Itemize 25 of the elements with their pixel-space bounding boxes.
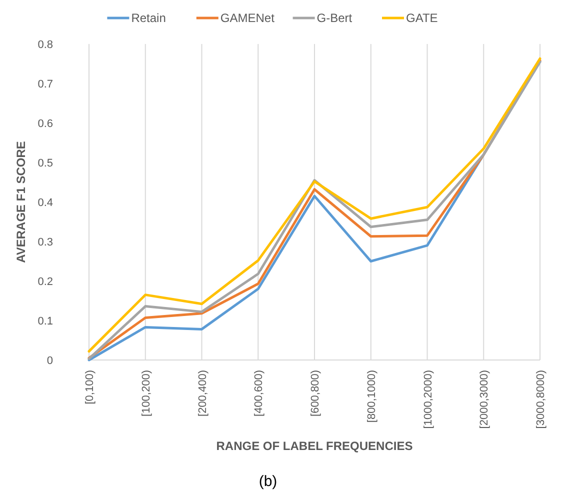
text: (b) xyxy=(258,473,278,490)
y-tick-label: 0.7 xyxy=(38,78,53,90)
x-tick-label: [800,1000) xyxy=(366,370,378,423)
y-tick-label: 0.6 xyxy=(38,118,53,130)
x-tick-label: [1000,2000) xyxy=(422,370,434,429)
x-tick-label: [400,600) xyxy=(253,370,266,416)
legend-label: G-Bert xyxy=(316,11,353,26)
legend-label: GATE xyxy=(406,11,438,26)
x-tick-label: [100,200) xyxy=(140,370,152,416)
legend-label: Retain xyxy=(131,11,166,26)
y-tick-label: 0.1 xyxy=(38,315,53,328)
x-axis-title: RANGE OF LABEL FREQUENCIES xyxy=(216,439,413,453)
y-tick-label: 0.8 xyxy=(38,38,53,51)
x-tick-label: [3000,8000) xyxy=(535,370,547,429)
x-tick-label: [2000,3000) xyxy=(478,370,491,429)
y-tick-label: 0.4 xyxy=(38,196,53,209)
legend-label: GAMENet xyxy=(220,11,276,26)
y-tick-label: 0.5 xyxy=(38,157,53,170)
y-axis-title: AVERAGE F1 SCORE xyxy=(14,141,28,263)
y-tick-label: 0 xyxy=(46,354,53,367)
x-tick-label: [600,800) xyxy=(310,370,322,416)
y-tick-label: 0.3 xyxy=(38,236,53,248)
x-tick-label: [0,100) xyxy=(84,370,96,404)
x-tick-label: [200,400) xyxy=(196,370,209,416)
y-tick-label: 0.2 xyxy=(38,276,53,288)
